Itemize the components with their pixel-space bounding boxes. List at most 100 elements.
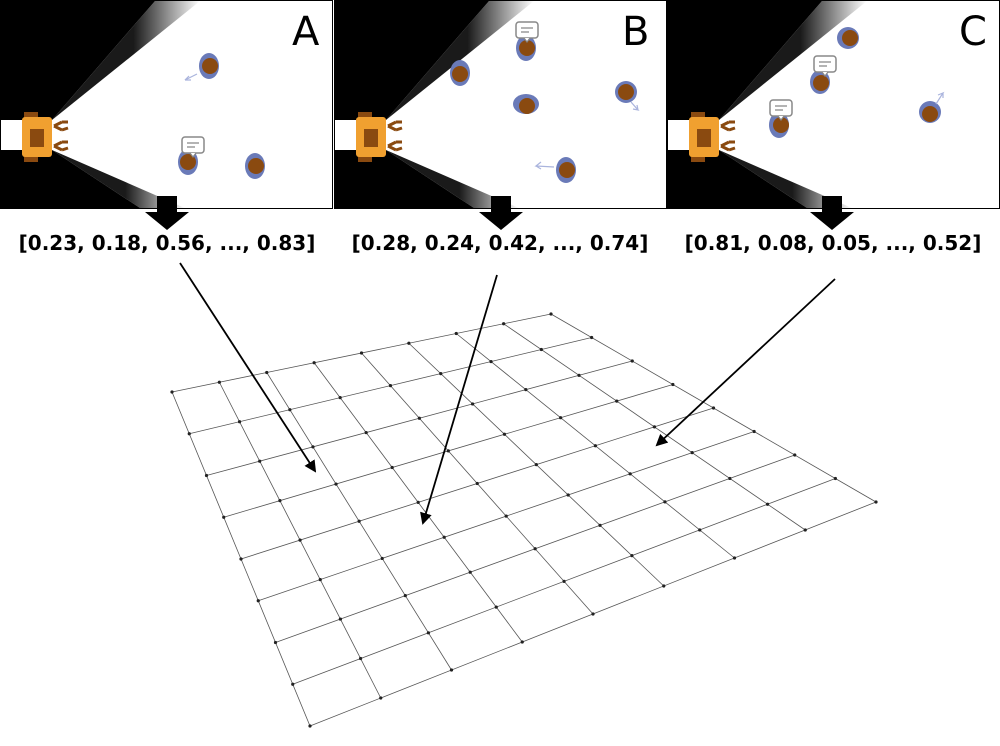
down-arrow-icon [145,196,189,230]
embedding-vector-c: [0.81, 0.08, 0.05, ..., 0.52] [685,231,982,255]
embedding-vector-b: [0.28, 0.24, 0.42, ..., 0.74] [352,231,649,255]
person-icon [919,91,945,123]
grid-node [475,481,479,486]
person-icon [513,94,539,114]
grid-node [204,473,209,478]
grid-node [288,408,292,412]
grid-node [416,500,420,504]
grid-node [489,359,493,364]
grid-node [630,554,634,558]
person-icon [837,27,859,49]
grid-node [256,599,260,603]
grid-node [630,359,634,363]
person-icon [516,35,536,61]
person-icon [184,53,219,81]
grid-node [566,493,570,497]
grid-node [311,445,315,449]
grid-node [874,500,878,504]
grid-node [417,416,421,420]
grid-node [222,515,226,519]
grid-node [502,432,507,436]
grid-node [446,449,450,453]
grid-node [170,390,174,394]
grid-node [698,528,702,532]
grid-node [449,668,454,672]
grid-node [454,331,458,336]
grid-node [291,682,295,686]
grid-node [239,557,243,561]
grid-node [504,514,508,518]
grid-node [765,502,770,506]
grid-node [690,451,694,455]
grid-node [671,382,675,387]
grid-node [562,579,566,583]
grid-node [426,631,431,635]
grid-node [502,322,506,326]
scene-panel-c: C [667,0,1000,209]
grid-node [312,361,316,365]
scene-panel-a: A [0,0,333,209]
person-icon [615,81,640,111]
grid-node [663,500,667,504]
grid-node [407,341,411,345]
shadow-top [1,1,155,120]
grid-node [278,499,282,503]
grid-node [217,380,221,384]
grid-node [732,556,737,560]
grid-node [591,612,595,616]
grid-node [577,373,581,377]
grid-node [334,482,338,486]
scene-panel-b: B [334,0,667,209]
grid-node [494,605,498,609]
grid-node [338,617,343,621]
panel-label-a: A [292,9,320,55]
grid-node [380,556,384,561]
grid-node [273,640,278,645]
grid-node [470,402,475,406]
mapping-arrow-b [420,274,498,525]
grid-node [439,371,443,376]
grid-node [390,465,394,470]
speech-bubble-icon [769,99,793,121]
robot-icon [689,112,736,162]
grid-node [187,432,191,436]
down-arrow-icon [479,196,523,230]
grid-node [379,696,383,700]
person-icon [534,157,576,183]
grid-node [388,384,393,388]
grid-node [752,429,756,434]
grid-node [442,535,446,539]
mapping-arrow-a [179,262,317,473]
grid-node [615,399,619,403]
person-icon [245,153,265,179]
grid-node [520,640,524,644]
speech-bubble-icon [515,21,539,43]
speech-bubble-icon [181,136,205,158]
grid-node [534,463,538,467]
grid-node [308,724,312,728]
grid-node [358,656,363,661]
embedding-vector-a: [0.23, 0.18, 0.56, ..., 0.83] [19,231,316,255]
grid-node [524,388,528,392]
grid-node [533,547,537,551]
grid-node [593,444,597,448]
grid-node [793,453,797,457]
grid-node [728,476,732,481]
grid-node [662,584,666,588]
grid-node [258,459,262,463]
grid-node [590,335,594,340]
grid-node [318,577,322,582]
grid-node [403,594,407,598]
grid-node [359,351,364,355]
grid-node [803,528,807,532]
grid-node [357,519,361,523]
grid-node [539,347,543,352]
robot-icon [22,112,69,162]
grid-node [558,416,563,420]
down-arrow-icon [810,196,854,230]
grid-node [711,406,716,410]
grid-node [338,396,342,400]
grid-node [549,312,553,316]
panel-label-c: C [959,9,987,55]
